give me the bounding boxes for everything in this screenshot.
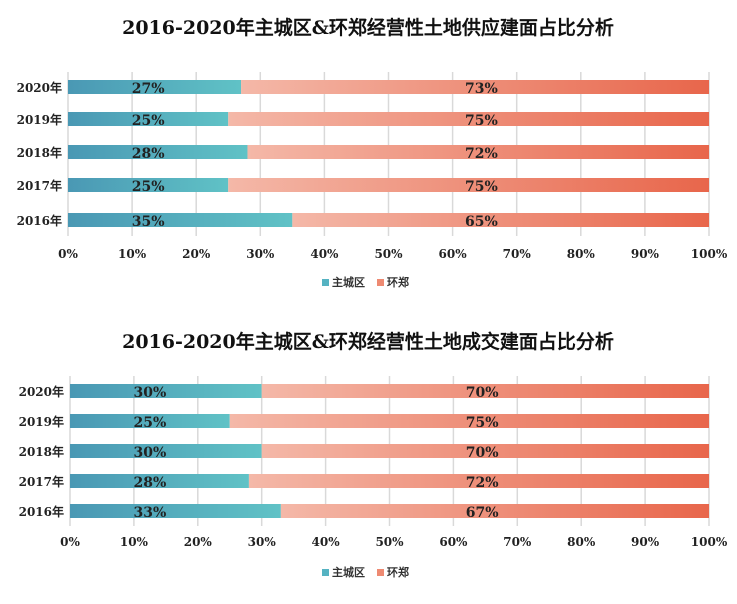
x-tick-label: 100% xyxy=(691,247,728,261)
x-tick-label: 10% xyxy=(118,247,147,261)
x-tick-label: 50% xyxy=(374,247,403,261)
bar-ring xyxy=(261,444,709,458)
chart-2: 2016-2020年主城区&环郑经营性土地成交建面占比分析 0% 10% 20% 30%… xyxy=(19,330,728,579)
x-tick-label: 30% xyxy=(246,247,275,261)
data-label-main-city: 35% xyxy=(132,214,165,230)
bar-ring xyxy=(241,80,709,94)
bar-main-city xyxy=(70,384,262,398)
x-tick-label: 50% xyxy=(375,535,404,549)
bar-main-city xyxy=(68,145,248,159)
data-label-main-city: 30% xyxy=(133,385,166,401)
x-tick-label: 30% xyxy=(248,535,277,549)
bar-main-city xyxy=(68,213,293,227)
data-label-main-city: 25% xyxy=(133,415,166,431)
legend: 主城区 环郑 xyxy=(322,275,409,289)
data-label-ring: 75% xyxy=(465,113,498,129)
legend: 主城区 环郑 xyxy=(322,565,409,579)
bar-main-city xyxy=(68,80,242,94)
legend-swatch-main-city xyxy=(322,569,329,576)
x-tick-label: 80% xyxy=(567,535,596,549)
legend-label-main-city: 主城区 xyxy=(332,275,365,289)
legend-swatch-ring xyxy=(377,279,384,286)
bar-ring xyxy=(261,384,709,398)
x-tick-label: 60% xyxy=(439,247,468,261)
y-tick-label: 2017年 xyxy=(17,178,62,193)
y-tick-label: 2019年 xyxy=(19,414,64,429)
data-label-ring: 70% xyxy=(466,445,499,461)
legend-label-ring: 环郑 xyxy=(387,275,409,289)
data-label-main-city: 25% xyxy=(132,179,165,195)
x-tick-label: 0% xyxy=(58,247,78,261)
bar-ring xyxy=(228,178,709,192)
data-label-ring: 75% xyxy=(465,179,498,195)
x-tick-label: 90% xyxy=(631,247,660,261)
bar-main-city xyxy=(70,504,281,518)
x-tick-label: 80% xyxy=(567,247,596,261)
y-tick-label: 2018年 xyxy=(17,145,62,160)
legend-label-ring: 环郑 xyxy=(387,565,409,579)
legend-swatch-main-city xyxy=(322,279,329,286)
bar-main-city xyxy=(68,178,229,192)
data-label-ring: 67% xyxy=(466,505,499,521)
bar-ring xyxy=(292,213,709,227)
x-tick-label: 70% xyxy=(503,247,532,261)
bar-ring xyxy=(228,112,709,126)
x-tick-label: 0% xyxy=(60,535,80,549)
bar-ring xyxy=(247,145,710,159)
bar-ring xyxy=(248,474,710,488)
data-label-main-city: 28% xyxy=(133,475,166,491)
data-label-main-city: 33% xyxy=(133,505,166,521)
x-tick-label: 40% xyxy=(312,535,341,549)
chart-title: 2016-2020年主城区&环郑经营性土地成交建面占比分析 xyxy=(122,330,614,353)
data-label-ring: 65% xyxy=(465,214,498,230)
bar-ring xyxy=(229,414,709,428)
y-tick-label: 2020年 xyxy=(19,384,64,399)
x-tick-label: 60% xyxy=(439,535,468,549)
bar-main-city xyxy=(70,444,262,458)
data-label-main-city: 28% xyxy=(132,146,165,162)
bar-ring xyxy=(280,504,709,518)
x-tick-label: 10% xyxy=(120,535,149,549)
data-label-ring: 70% xyxy=(466,385,499,401)
x-tick-label: 100% xyxy=(691,535,728,549)
y-tick-label: 2016年 xyxy=(19,504,64,519)
legend-swatch-ring xyxy=(377,569,384,576)
bar-main-city xyxy=(70,474,249,488)
chart-title: 2016-2020年主城区&环郑经营性土地供应建面占比分析 xyxy=(122,16,614,39)
chart-1: 2016-2020年主城区&环郑经营性土地供应建面占比分析 0% 10% 20% 30%… xyxy=(17,16,728,289)
x-tick-label: 90% xyxy=(631,535,660,549)
y-tick-label: 2020年 xyxy=(17,80,62,95)
x-tick-label: 20% xyxy=(184,535,213,549)
x-tick-label: 20% xyxy=(182,247,211,261)
x-tick-label: 70% xyxy=(503,535,532,549)
data-label-ring: 75% xyxy=(466,415,499,431)
data-label-ring: 73% xyxy=(465,81,498,97)
data-label-ring: 72% xyxy=(466,475,499,491)
legend-label-main-city: 主城区 xyxy=(332,565,365,579)
data-label-main-city: 30% xyxy=(133,445,166,461)
x-tick-label: 40% xyxy=(310,247,339,261)
data-label-main-city: 27% xyxy=(132,81,165,97)
y-tick-label: 2019年 xyxy=(17,112,62,127)
y-tick-label: 2018年 xyxy=(19,444,64,459)
y-tick-label: 2017年 xyxy=(19,474,64,489)
bar-main-city xyxy=(68,112,229,126)
bar-main-city xyxy=(70,414,230,428)
data-label-main-city: 25% xyxy=(132,113,165,129)
data-label-ring: 72% xyxy=(465,146,498,162)
y-tick-label: 2016年 xyxy=(17,213,62,228)
